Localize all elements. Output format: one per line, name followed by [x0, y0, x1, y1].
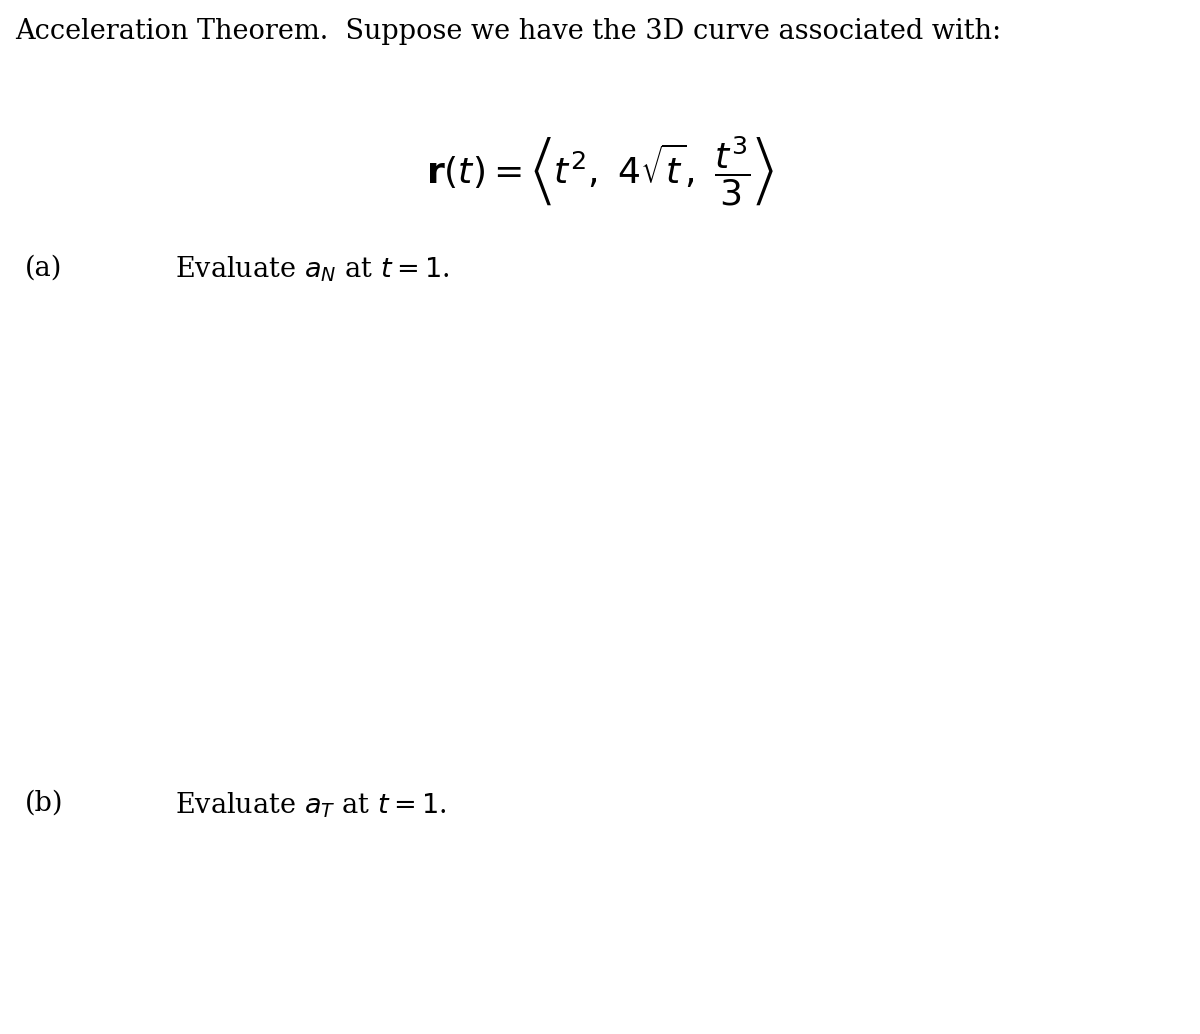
Text: Evaluate $a_N$ at $t = 1$.: Evaluate $a_N$ at $t = 1$.: [175, 255, 449, 284]
Text: $\mathbf{r}\left(t\right) = \left\langle t^2,\ 4\sqrt{t},\ \dfrac{t^3}{3} \right: $\mathbf{r}\left(t\right) = \left\langle…: [426, 135, 774, 209]
Text: (a): (a): [25, 255, 62, 282]
Text: (b): (b): [25, 790, 64, 817]
Text: Acceleration Theorem.  Suppose we have the 3D curve associated with:: Acceleration Theorem. Suppose we have th…: [14, 18, 1001, 45]
Text: Evaluate $a_T$ at $t = 1$.: Evaluate $a_T$ at $t = 1$.: [175, 790, 446, 820]
